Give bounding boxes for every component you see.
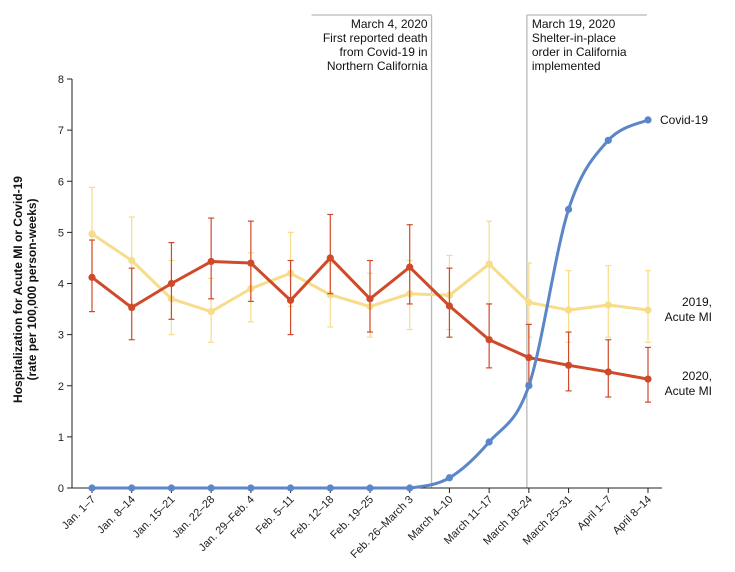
x-tick-label: Jan. 1–7 (60, 494, 98, 532)
x-tick-label: April 8–14 (611, 494, 655, 538)
data-point (247, 259, 255, 267)
data-point (88, 230, 96, 238)
y-tick-label: 3 (58, 330, 64, 342)
series-3 (88, 213, 652, 403)
data-point (128, 484, 136, 492)
data-point (604, 136, 612, 144)
annotation-text: Northern California (327, 59, 428, 73)
data-point (207, 484, 215, 492)
series-label: 2019, (682, 295, 712, 309)
data-point (128, 256, 136, 265)
data-point (207, 308, 215, 316)
data-point (525, 382, 533, 390)
data-point (167, 484, 176, 492)
y-axis-label: (rate per 100,000 person-weeks) (25, 198, 39, 380)
series-1 (88, 116, 652, 492)
data-point (525, 354, 533, 362)
series-line (92, 118, 649, 490)
data-point (167, 279, 176, 288)
data-point (326, 254, 334, 262)
data-point (445, 302, 454, 310)
x-tick-label: April 1–7 (575, 494, 614, 533)
annotation-text: March 4, 2020 (351, 17, 428, 31)
annotation-text: order in California (532, 45, 627, 59)
data-point (644, 116, 652, 124)
series-label: Acute MI (665, 310, 712, 324)
y-tick-label: 7 (58, 125, 64, 137)
data-point (326, 484, 334, 492)
data-point (644, 375, 652, 383)
data-point (406, 263, 414, 271)
y-tick-label: 8 (58, 74, 64, 86)
data-point (564, 306, 573, 314)
annotation-text: from Covid-19 in (340, 45, 428, 59)
data-point (128, 303, 136, 312)
data-point (88, 273, 96, 281)
data-point (485, 336, 493, 344)
y-tick-label: 6 (58, 176, 64, 188)
data-point (247, 484, 255, 492)
data-point (445, 474, 454, 482)
series-label: Acute MI (665, 384, 712, 398)
data-point (604, 301, 612, 309)
data-point (286, 484, 295, 492)
data-point (366, 484, 374, 492)
data-point (88, 484, 96, 492)
data-point (286, 296, 295, 304)
y-tick-label: 5 (58, 227, 64, 239)
y-tick-label: 0 (58, 483, 64, 495)
annotation-text: March 19, 2020 (532, 17, 616, 31)
data-point (207, 257, 215, 266)
data-point (564, 205, 573, 213)
y-tick-label: 4 (58, 279, 64, 291)
annotation-text: Shelter-in-place (532, 31, 616, 45)
data-point (485, 438, 493, 446)
data-point (644, 306, 652, 314)
data-point (564, 361, 573, 369)
y-axis-label: Hospitalization for Acute MI or Covid-19 (11, 176, 25, 403)
data-point (366, 295, 374, 303)
y-tick-label: 1 (58, 432, 64, 444)
annotation-text: First reported death (323, 31, 428, 45)
data-point (406, 484, 414, 492)
data-point (485, 260, 493, 268)
series-label: 2020, (682, 369, 712, 383)
series-label: Covid-19 (660, 113, 708, 127)
data-point (326, 291, 334, 299)
data-point (604, 368, 612, 376)
data-point (525, 298, 533, 307)
y-tick-label: 2 (58, 381, 64, 393)
annotation-text: implemented (532, 59, 601, 73)
